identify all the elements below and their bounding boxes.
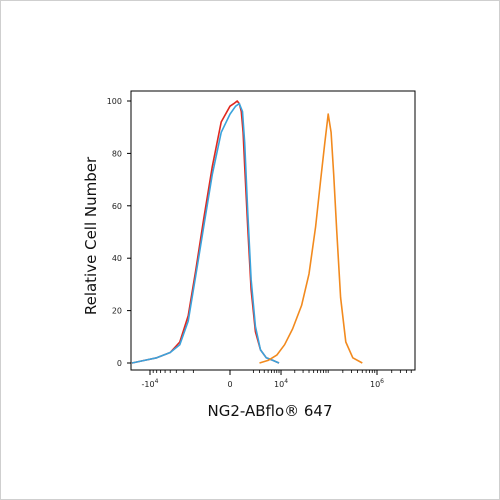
series-line-3 <box>259 113 363 364</box>
y-tick-label: 40 <box>112 254 122 263</box>
series-group <box>131 100 363 364</box>
x-tick-label: 106 <box>370 378 384 389</box>
y-tick-label: 100 <box>107 97 122 106</box>
series-line-1 <box>131 100 280 364</box>
plot-area <box>130 90 416 371</box>
x-tick-label: 104 <box>274 378 288 389</box>
x-tick-label: 0 <box>227 380 232 389</box>
x-tick-label: -104 <box>142 378 159 389</box>
y-axis-title: Relative Cell Number <box>82 156 100 315</box>
series-line-2 <box>131 102 280 364</box>
x-axis: -104 0 104 106 <box>142 370 412 389</box>
y-tick-label: 0 <box>117 359 122 368</box>
x-axis-title: NG2-ABflo® 647 <box>207 402 332 420</box>
y-tick-label: 20 <box>112 307 122 316</box>
y-tick-label: 60 <box>112 202 122 211</box>
y-tick-label: 80 <box>112 149 122 158</box>
y-axis: 0 20 40 60 80 100 <box>107 97 131 368</box>
